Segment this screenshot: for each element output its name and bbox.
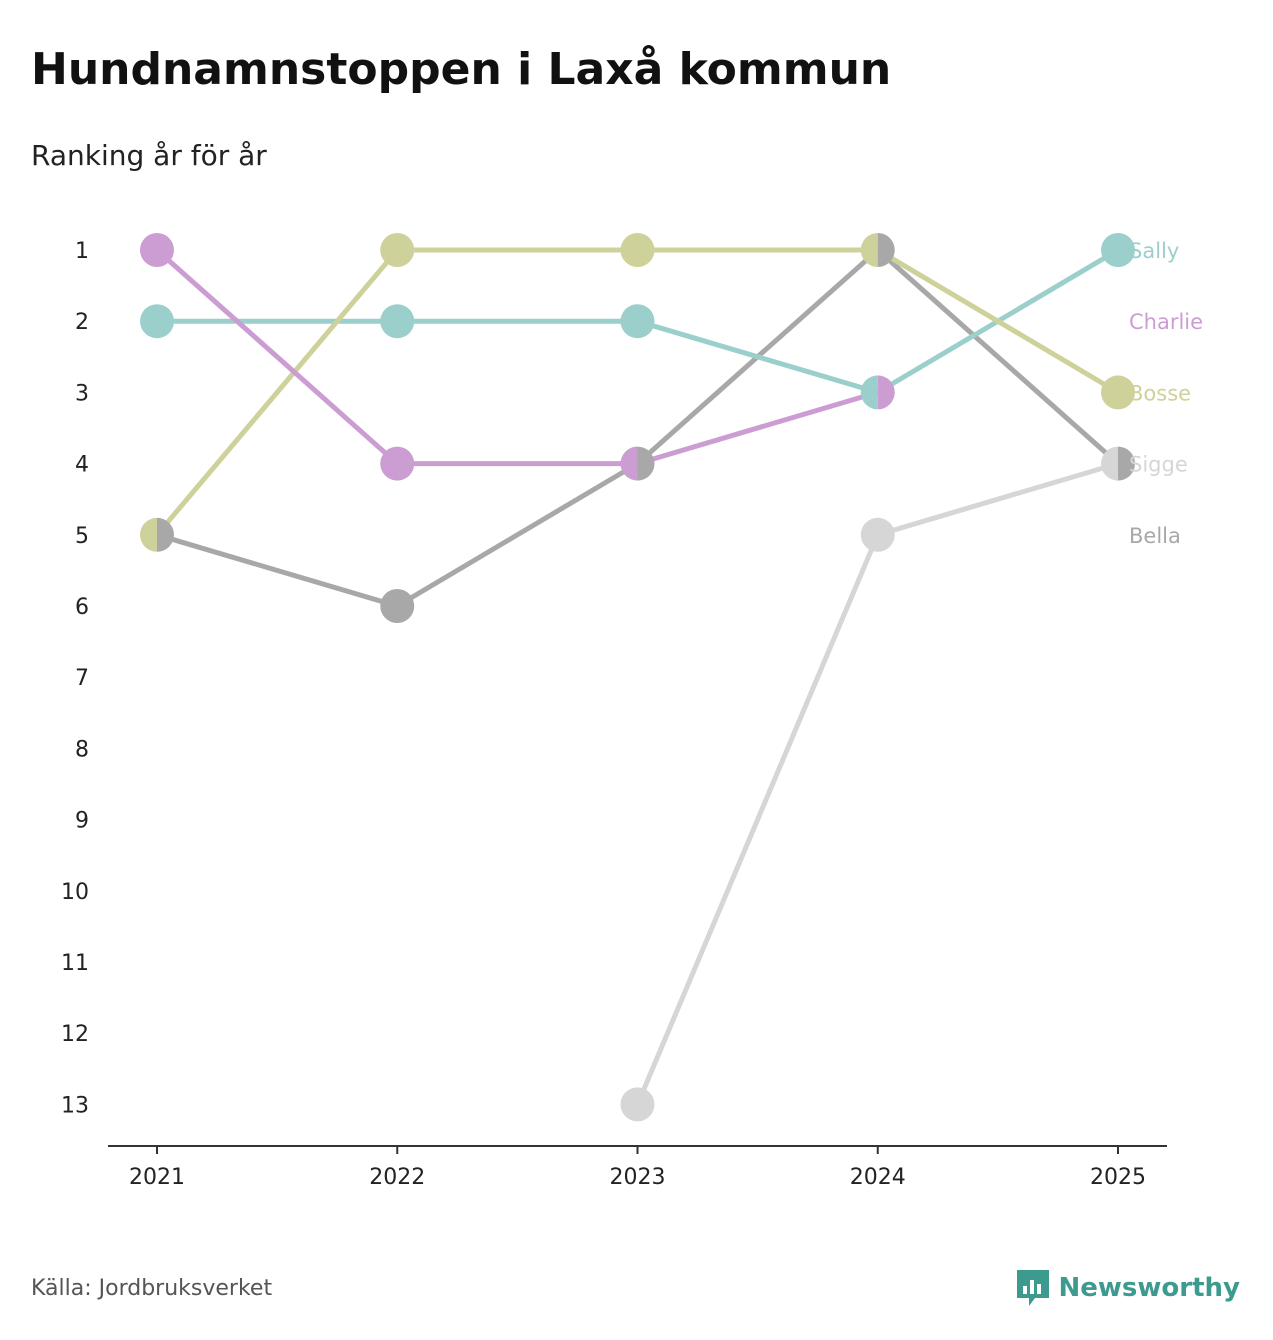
point-bosse — [380, 233, 415, 267]
series-line-bosse — [154, 247, 1121, 538]
brand-name: Newsworthy — [1058, 1273, 1240, 1303]
x-tick-label: 2024 — [850, 1165, 906, 1190]
point-bosse — [860, 233, 878, 267]
y-tick-label: 2 — [75, 310, 89, 335]
series-lines — [154, 247, 1121, 1107]
point-sally — [140, 304, 174, 339]
point-bella — [380, 589, 415, 623]
y-tick-label: 6 — [75, 595, 89, 620]
brand-logo[interactable]: Newsworthy — [1015, 1268, 1240, 1308]
point-bella — [637, 446, 655, 481]
x-tick-label: 2022 — [369, 1165, 425, 1190]
series-line-sigge — [635, 461, 1121, 1107]
y-tick-label: 3 — [75, 381, 89, 406]
point-sigge — [1101, 446, 1118, 481]
point-charlie — [620, 446, 638, 481]
point-bosse — [1101, 375, 1135, 410]
series-label-bosse: Bosse — [1129, 381, 1191, 405]
newsworthy-logo-icon — [1016, 1270, 1049, 1306]
series-points — [140, 233, 1135, 1122]
point-charlie — [877, 375, 895, 410]
chart-title: Hundnamnstoppen i Laxå kommun — [31, 44, 892, 95]
x-tick-label: 2023 — [610, 1165, 666, 1190]
y-tick-label: 12 — [61, 1022, 89, 1047]
y-tick-label: 9 — [75, 809, 89, 834]
chart-subtitle: Ranking år för år — [31, 139, 267, 172]
y-tick-label: 4 — [75, 453, 89, 478]
point-charlie — [140, 233, 174, 267]
series-line-charlie — [154, 247, 881, 467]
x-tick-label: 2025 — [1090, 1165, 1146, 1190]
point-bella — [1118, 446, 1135, 481]
series-label-sally: Sally — [1129, 239, 1179, 263]
y-tick-label: 11 — [61, 951, 89, 976]
point-bosse — [620, 233, 655, 267]
point-bella — [157, 517, 174, 552]
source-note: Källa: Jordbruksverket — [31, 1276, 273, 1301]
series-label-sigge: Sigge — [1129, 453, 1188, 477]
point-bosse — [140, 517, 157, 552]
point-bella — [877, 233, 895, 267]
series-label-bella: Bella — [1129, 524, 1181, 548]
series-labels: Sally Charlie Bosse Sigge Bella — [1129, 239, 1203, 548]
point-charlie — [380, 446, 415, 481]
y-tick-label: 5 — [75, 524, 89, 549]
point-sigge — [860, 517, 895, 552]
x-axis: 2021 2022 2023 2024 2025 — [108, 1145, 1167, 1190]
series-label-charlie: Charlie — [1129, 310, 1203, 334]
y-tick-label: 1 — [75, 239, 89, 264]
x-tick-label: 2021 — [129, 1165, 185, 1190]
series-line-bella — [154, 247, 1121, 609]
y-tick-label: 10 — [61, 880, 89, 905]
point-sally — [1101, 233, 1135, 267]
point-sally — [860, 375, 878, 410]
y-tick-label: 7 — [75, 666, 89, 691]
y-tick-label: 13 — [61, 1093, 89, 1118]
y-tick-label: 8 — [75, 737, 89, 762]
point-sally — [620, 304, 655, 339]
point-sally — [380, 304, 415, 339]
point-sigge — [620, 1087, 655, 1122]
